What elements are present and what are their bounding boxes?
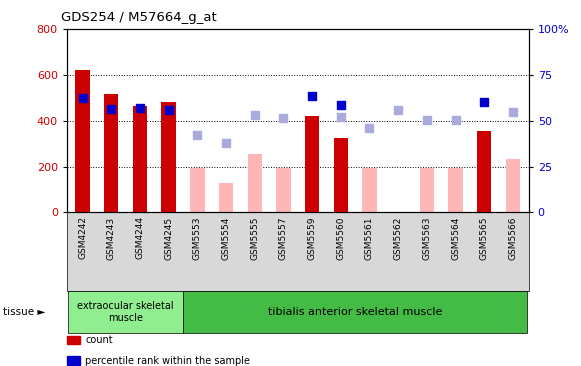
Point	[221, 139, 231, 145]
Text: count: count	[85, 335, 113, 346]
Point	[336, 102, 346, 108]
Point	[422, 117, 432, 123]
Point	[107, 107, 116, 112]
Bar	[419, 168, 434, 212]
Point	[336, 115, 346, 120]
Text: GDS254 / M57664_g_at: GDS254 / M57664_g_at	[61, 11, 217, 24]
Point	[193, 131, 202, 137]
Point	[307, 93, 317, 98]
Bar	[276, 168, 290, 212]
Bar	[219, 183, 233, 212]
Point	[78, 95, 87, 101]
Point	[508, 109, 518, 115]
Bar	[76, 71, 90, 212]
Point	[279, 116, 288, 122]
Bar	[305, 116, 320, 212]
Text: percentile rank within the sample: percentile rank within the sample	[85, 355, 250, 366]
Bar	[363, 168, 376, 212]
Point	[365, 125, 374, 131]
Bar	[505, 158, 520, 212]
Bar	[333, 138, 348, 212]
Point	[135, 105, 145, 111]
Text: extraocular skeletal
muscle: extraocular skeletal muscle	[77, 301, 174, 323]
Point	[164, 108, 173, 113]
Point	[250, 112, 259, 118]
Bar	[104, 94, 119, 212]
Point	[451, 117, 460, 123]
Point	[393, 108, 403, 113]
Text: tissue ►: tissue ►	[3, 307, 45, 317]
Bar	[190, 168, 205, 212]
Bar	[477, 131, 492, 212]
Bar	[162, 102, 176, 212]
Bar	[133, 106, 147, 212]
Bar	[248, 154, 262, 212]
Text: tibialis anterior skeletal muscle: tibialis anterior skeletal muscle	[268, 307, 442, 317]
Point	[479, 100, 489, 105]
Bar	[449, 168, 462, 212]
